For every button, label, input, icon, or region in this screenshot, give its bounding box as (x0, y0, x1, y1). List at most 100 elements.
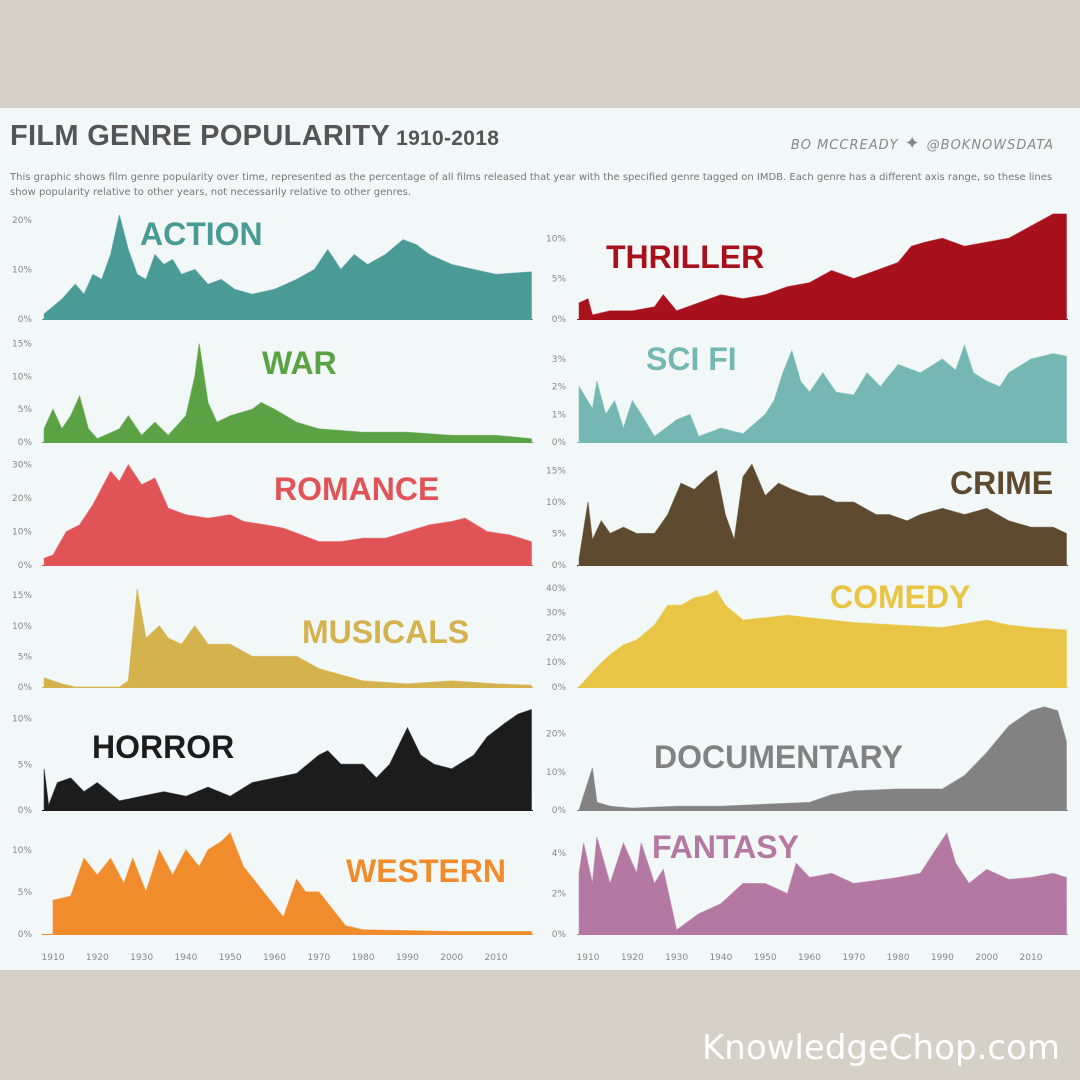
y-tick-label: 10% (546, 234, 566, 244)
y-tick-label: 5% (18, 652, 33, 662)
x-tick-label: 1940 (709, 953, 732, 963)
area-romance (43, 463, 532, 566)
y-tick-label: 0% (552, 930, 567, 940)
x-tick-label: 2000 (975, 953, 998, 963)
genre-label-sci-fi: SCI FI (646, 341, 737, 377)
chart-documentary: 0% 10% 20% DOCUMENTARY (546, 706, 1068, 816)
y-tick-label: 20% (546, 730, 566, 740)
area-thriller (578, 213, 1067, 320)
genre-label-musicals: MUSICALS (302, 614, 469, 650)
area-action (43, 214, 532, 320)
y-tick-label: 0% (552, 561, 567, 571)
chart-romance: 0% 10% 20% 30% ROMANCE (12, 461, 533, 571)
y-tick-label: 0% (552, 806, 567, 816)
genre-label-action: ACTION (140, 216, 263, 252)
genre-label-comedy: COMEDY (830, 579, 970, 615)
y-tick-label: 0% (552, 315, 567, 325)
area-sci-fi (578, 343, 1067, 443)
x-tick-label: 1950 (219, 953, 242, 963)
area-western (52, 832, 532, 935)
y-tick-label: 10% (12, 846, 32, 856)
y-tick-label: 10% (546, 768, 566, 778)
y-tick-label: 10% (546, 658, 566, 668)
y-tick-label: 10% (12, 265, 32, 275)
area-crime (578, 463, 1067, 566)
y-tick-label: 1% (552, 410, 567, 420)
genre-label-thriller: THRILLER (606, 239, 764, 275)
area-horror (43, 708, 532, 811)
genre-label-crime: CRIME (950, 465, 1053, 501)
y-tick-label: 20% (546, 633, 566, 643)
x-tick-label: 1970 (842, 953, 865, 963)
x-tick-label: 1940 (174, 953, 197, 963)
page-title: FILM GENRE POPULARITY 1910-2018 (10, 120, 499, 153)
x-tick-label: 1960 (798, 953, 821, 963)
chart-crime: 0% 5% 10% 15% CRIME (546, 463, 1068, 571)
y-tick-label: 15% (12, 340, 32, 350)
x-tick-label: 1970 (307, 953, 330, 963)
chart-comedy: 0% 10% 20% 30% 40% COMEDY (546, 579, 1068, 693)
watermark: KnowledgeChop.com (702, 1028, 1060, 1068)
area-fantasy (578, 831, 1067, 935)
chart-horror: 0% 5% 10% HORROR (12, 708, 533, 816)
genre-label-romance: ROMANCE (274, 471, 439, 507)
area-war (43, 343, 532, 443)
author-credit: BO MCCREADY ✦ @BOKNOWSDATA (791, 133, 1054, 154)
y-tick-label: 0% (18, 930, 33, 940)
description: This graphic shows film genre popularity… (10, 172, 1053, 198)
y-tick-label: 10% (12, 622, 32, 632)
y-tick-label: 10% (12, 528, 32, 538)
y-tick-label: 0% (18, 315, 33, 325)
x-tick-label: 2010 (485, 953, 508, 963)
chart-action: 0% 10% 20% ACTION (12, 214, 533, 325)
y-tick-label: 20% (12, 216, 32, 226)
chart-fantasy: 0% 2% 4% FANTASY (552, 829, 1068, 940)
twitter-bird-icon: ✦ (904, 133, 921, 154)
x-tick-label: 1930 (130, 953, 153, 963)
chart-war: 0% 5% 10% 15% WAR (12, 340, 533, 448)
y-tick-label: 5% (552, 530, 567, 540)
x-tick-label: 2010 (1020, 953, 1043, 963)
x-tick-label: 1960 (263, 953, 286, 963)
y-tick-label: 10% (546, 498, 566, 508)
y-tick-label: 5% (18, 888, 33, 898)
author-name: BO MCCREADY (790, 138, 899, 153)
genre-label-war: WAR (262, 345, 337, 381)
genre-label-western: WESTERN (346, 853, 506, 889)
x-tick-label: 1980 (887, 953, 910, 963)
title-text: FILM GENRE POPULARITY (10, 120, 391, 152)
y-tick-label: 0% (18, 561, 33, 571)
y-tick-label: 5% (18, 760, 33, 770)
genre-label-fantasy: FANTASY (652, 829, 799, 865)
x-tick-label: 1950 (754, 953, 777, 963)
y-tick-label: 15% (546, 467, 566, 477)
y-tick-label: 0% (552, 683, 567, 693)
y-tick-label: 10% (12, 715, 32, 725)
y-tick-label: 2% (552, 383, 567, 393)
chart-western: 0% 5% 10% WESTERN (12, 832, 533, 940)
y-tick-label: 30% (12, 461, 32, 471)
y-tick-label: 0% (18, 683, 33, 693)
y-tick-label: 20% (12, 494, 32, 504)
genre-label-horror: HORROR (92, 729, 234, 765)
x-tick-label: 1920 (621, 953, 644, 963)
y-tick-label: 30% (546, 609, 566, 619)
chart-sci-fi: 0% 1% 2% 3% SCI FI (552, 341, 1068, 448)
area-comedy (577, 589, 1067, 688)
area-documentary (578, 706, 1067, 811)
x-tick-label: 1930 (665, 953, 688, 963)
y-tick-label: 2% (552, 890, 567, 900)
x-tick-label: 1910 (42, 953, 65, 963)
chart-musicals: 0% 5% 10% 15% MUSICALS (12, 589, 533, 693)
y-tick-label: 0% (552, 438, 567, 448)
y-tick-label: 5% (18, 405, 33, 415)
area-musicals (43, 589, 532, 688)
y-tick-label: 5% (552, 275, 567, 285)
x-tick-label: 1990 (931, 953, 954, 963)
y-tick-label: 0% (18, 438, 33, 448)
x-tick-label: 1910 (577, 953, 600, 963)
chart-thriller: 0% 5% 10% THRILLER (546, 213, 1068, 325)
y-tick-label: 4% (552, 849, 567, 859)
y-tick-label: 3% (552, 355, 567, 365)
